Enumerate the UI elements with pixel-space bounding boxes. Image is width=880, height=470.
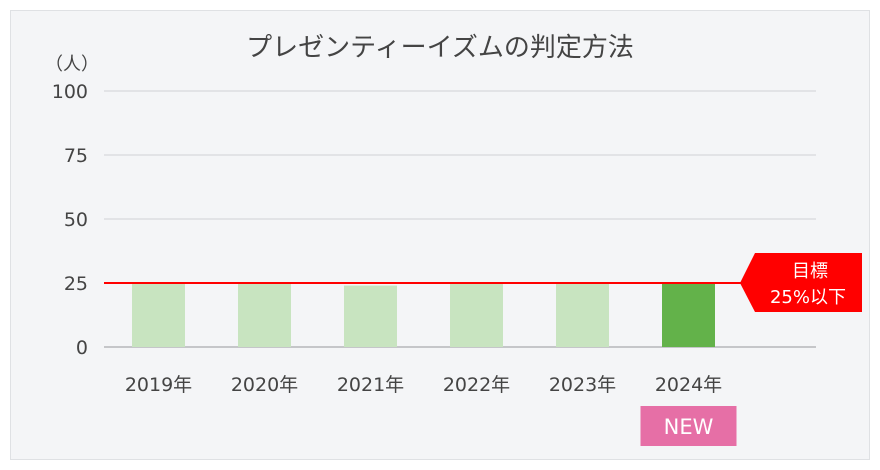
chart-frame xyxy=(10,10,870,460)
bar-2023年 xyxy=(556,283,609,347)
x-tick-label: 2020年 xyxy=(231,374,298,396)
x-tick-label: 2019年 xyxy=(125,374,192,396)
new-badge xyxy=(640,406,737,446)
bar-2022年 xyxy=(450,283,503,347)
target-line-group: 目標 25%以下 xyxy=(104,253,862,312)
new-badge-group: NEW xyxy=(640,406,737,446)
y-tick-label: 75 xyxy=(64,145,88,167)
target-label-line2: 25%以下 xyxy=(770,287,846,308)
x-tick-label: 2023年 xyxy=(549,374,616,396)
target-label-line1: 目標 xyxy=(792,261,828,282)
y-axis-ticks: 0 25 50 75 100 xyxy=(52,81,88,359)
x-tick-label: 2022年 xyxy=(443,374,510,396)
bar-2024年 xyxy=(662,283,715,347)
y-tick-label: 100 xyxy=(52,81,88,103)
y-tick-label: 25 xyxy=(64,273,88,295)
chart-title: プレゼンティーイズムの判定方法 xyxy=(246,33,634,63)
target-label-box xyxy=(740,253,862,312)
x-tick-label: 2021年 xyxy=(337,374,404,396)
bar-2021年 xyxy=(344,285,397,347)
x-tick-label: 2024年 xyxy=(655,374,722,396)
bar-2019年 xyxy=(132,283,185,347)
x-axis-labels: 2019年 2020年 2021年 2022年 2023年 2024年 xyxy=(125,374,722,396)
new-badge-text: NEW xyxy=(664,415,714,439)
y-tick-label: 50 xyxy=(64,209,88,231)
y-tick-label: 0 xyxy=(76,337,88,359)
bars xyxy=(132,283,715,347)
y-axis-unit: （人） xyxy=(45,54,99,75)
bar-2020年 xyxy=(238,283,291,347)
